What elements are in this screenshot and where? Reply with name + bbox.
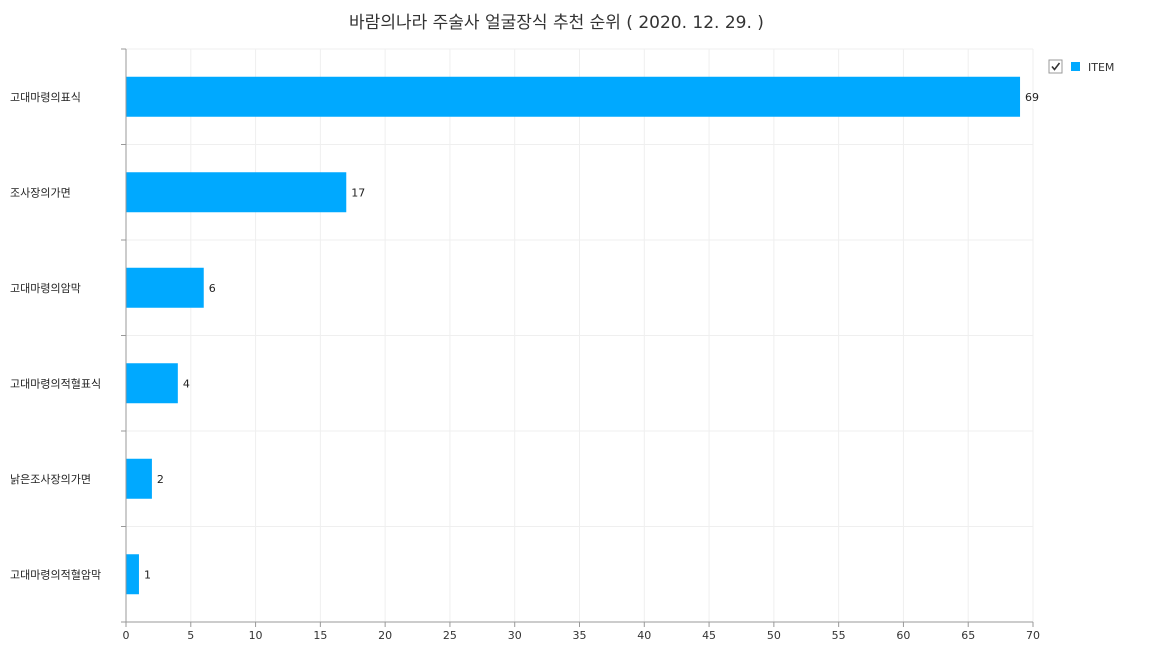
x-tick-label: 35 [573, 629, 587, 642]
category-label: 고대마령의적혈암막 [10, 567, 101, 581]
data-label: 17 [351, 186, 365, 199]
bar [126, 76, 1021, 117]
x-tick-label: 20 [378, 629, 392, 642]
x-tick-label: 65 [961, 629, 975, 642]
bar [126, 363, 178, 404]
category-label: 조사장의가면 [10, 186, 71, 199]
bar [126, 172, 347, 213]
bars: 69 17 6 4 2 1 [126, 76, 1039, 595]
x-tick-label: 40 [637, 629, 651, 642]
category-label: 고대마령의표식 [10, 91, 81, 104]
x-tick-label: 5 [187, 629, 194, 642]
grid-lines [126, 48, 1034, 623]
x-tick-label: 45 [702, 629, 716, 642]
legend-checkbox[interactable] [1048, 59, 1063, 74]
data-label: 69 [1025, 91, 1039, 104]
x-tick-label: 70 [1026, 629, 1040, 642]
chart-title: 바람의나라 주술사 얼굴장식 추천 순위 ( 2020. 12. 29. ) [349, 13, 764, 33]
bar [126, 458, 152, 499]
legend: ITEM [1048, 59, 1114, 74]
data-label: 2 [157, 473, 164, 486]
x-tick-label: 15 [313, 629, 327, 642]
category-label: 고대마령의적혈표식 [10, 376, 101, 390]
category-label: 고대마령의암막 [10, 282, 81, 295]
legend-item-label: ITEM [1088, 61, 1114, 74]
legend-swatch [1071, 62, 1080, 71]
x-tick-label: 10 [249, 629, 263, 642]
x-tick-label: 50 [767, 629, 781, 642]
x-tick-label: 60 [896, 629, 910, 642]
bar [126, 267, 204, 308]
category-label: 낡은조사장의가면 [10, 473, 91, 486]
x-tick-label: 30 [508, 629, 522, 642]
x-tick-label: 0 [123, 629, 130, 642]
axes: 고대마령의표식조사장의가면고대마령의암막고대마령의적혈표식낡은조사장의가면고대마… [10, 48, 1040, 642]
data-label: 4 [183, 377, 190, 390]
bar [126, 554, 139, 595]
data-label: 6 [209, 282, 216, 295]
x-tick-label: 55 [832, 629, 846, 642]
data-label: 1 [144, 568, 151, 581]
x-tick-label: 25 [443, 629, 457, 642]
checkmark-icon [1051, 62, 1061, 71]
